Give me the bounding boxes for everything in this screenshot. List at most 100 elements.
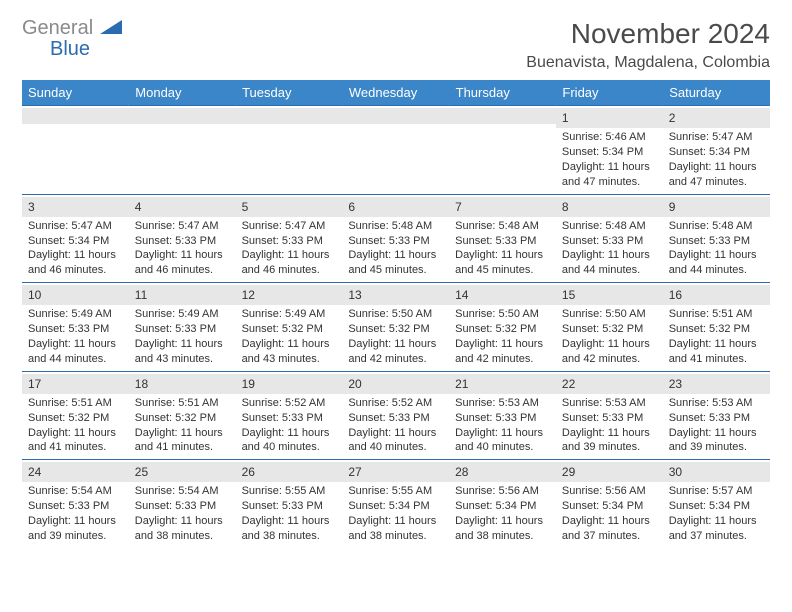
col-wednesday: Wednesday (342, 80, 449, 106)
daylight-text: Daylight: 11 hours and 46 minutes. (135, 248, 230, 278)
sunrise-text: Sunrise: 5:48 AM (455, 219, 550, 234)
sunrise-text: Sunrise: 5:54 AM (135, 484, 230, 499)
calendar-cell: 10Sunrise: 5:49 AMSunset: 5:33 PMDayligh… (22, 283, 129, 372)
col-thursday: Thursday (449, 80, 556, 106)
col-saturday: Saturday (663, 80, 770, 106)
sunrise-text: Sunrise: 5:48 AM (669, 219, 764, 234)
day-number: 5 (236, 197, 343, 217)
page-title: November 2024 (526, 18, 770, 50)
calendar-cell (129, 106, 236, 195)
col-monday: Monday (129, 80, 236, 106)
day-number: 18 (129, 374, 236, 394)
day-number: 25 (129, 462, 236, 482)
sunrise-text: Sunrise: 5:47 AM (135, 219, 230, 234)
day-number: 21 (449, 374, 556, 394)
daylight-text: Daylight: 11 hours and 37 minutes. (669, 514, 764, 544)
sunrise-text: Sunrise: 5:51 AM (28, 396, 123, 411)
sunrise-text: Sunrise: 5:48 AM (348, 219, 443, 234)
day-number: 23 (663, 374, 770, 394)
sunset-text: Sunset: 5:32 PM (455, 322, 550, 337)
daylight-text: Daylight: 11 hours and 38 minutes. (455, 514, 550, 544)
sunset-text: Sunset: 5:33 PM (28, 499, 123, 514)
sunrise-text: Sunrise: 5:49 AM (28, 307, 123, 322)
day-number: 14 (449, 285, 556, 305)
calendar-cell: 20Sunrise: 5:52 AMSunset: 5:33 PMDayligh… (342, 371, 449, 460)
header-row: Sunday Monday Tuesday Wednesday Thursday… (22, 80, 770, 106)
sunrise-text: Sunrise: 5:50 AM (348, 307, 443, 322)
day-number: 16 (663, 285, 770, 305)
sunset-text: Sunset: 5:33 PM (135, 499, 230, 514)
daylight-text: Daylight: 11 hours and 38 minutes. (242, 514, 337, 544)
daylight-text: Daylight: 11 hours and 40 minutes. (242, 426, 337, 456)
day-number: 4 (129, 197, 236, 217)
daylight-text: Daylight: 11 hours and 41 minutes. (669, 337, 764, 367)
day-number (22, 108, 129, 124)
day-number: 1 (556, 108, 663, 128)
daylight-text: Daylight: 11 hours and 44 minutes. (562, 248, 657, 278)
calendar-cell: 7Sunrise: 5:48 AMSunset: 5:33 PMDaylight… (449, 194, 556, 283)
calendar-cell: 30Sunrise: 5:57 AMSunset: 5:34 PMDayligh… (663, 460, 770, 548)
calendar-cell: 9Sunrise: 5:48 AMSunset: 5:33 PMDaylight… (663, 194, 770, 283)
calendar-cell (449, 106, 556, 195)
sunset-text: Sunset: 5:32 PM (28, 411, 123, 426)
calendar-cell: 12Sunrise: 5:49 AMSunset: 5:32 PMDayligh… (236, 283, 343, 372)
sunset-text: Sunset: 5:33 PM (135, 322, 230, 337)
calendar-cell (22, 106, 129, 195)
daylight-text: Daylight: 11 hours and 41 minutes. (28, 426, 123, 456)
sunset-text: Sunset: 5:33 PM (242, 499, 337, 514)
daylight-text: Daylight: 11 hours and 43 minutes. (242, 337, 337, 367)
daylight-text: Daylight: 11 hours and 40 minutes. (348, 426, 443, 456)
sunrise-text: Sunrise: 5:55 AM (242, 484, 337, 499)
day-number: 28 (449, 462, 556, 482)
day-number: 7 (449, 197, 556, 217)
sunrise-text: Sunrise: 5:52 AM (348, 396, 443, 411)
sunset-text: Sunset: 5:33 PM (455, 411, 550, 426)
logo-text-gray: General (22, 17, 93, 39)
sunset-text: Sunset: 5:32 PM (562, 322, 657, 337)
sunrise-text: Sunrise: 5:46 AM (562, 130, 657, 145)
daylight-text: Daylight: 11 hours and 39 minutes. (562, 426, 657, 456)
sunset-text: Sunset: 5:32 PM (135, 411, 230, 426)
logo: General Blue (22, 18, 122, 60)
day-number: 15 (556, 285, 663, 305)
daylight-text: Daylight: 11 hours and 45 minutes. (455, 248, 550, 278)
day-number: 26 (236, 462, 343, 482)
day-number: 10 (22, 285, 129, 305)
daylight-text: Daylight: 11 hours and 47 minutes. (562, 160, 657, 190)
calendar-cell: 29Sunrise: 5:56 AMSunset: 5:34 PMDayligh… (556, 460, 663, 548)
sunset-text: Sunset: 5:34 PM (348, 499, 443, 514)
sunset-text: Sunset: 5:33 PM (669, 411, 764, 426)
day-number (342, 108, 449, 124)
calendar-cell: 19Sunrise: 5:52 AMSunset: 5:33 PMDayligh… (236, 371, 343, 460)
sunset-text: Sunset: 5:33 PM (348, 234, 443, 249)
sunset-text: Sunset: 5:33 PM (562, 411, 657, 426)
day-number: 20 (342, 374, 449, 394)
title-block: November 2024 Buenavista, Magdalena, Col… (526, 18, 770, 72)
sunset-text: Sunset: 5:32 PM (348, 322, 443, 337)
calendar-cell: 16Sunrise: 5:51 AMSunset: 5:32 PMDayligh… (663, 283, 770, 372)
sunrise-text: Sunrise: 5:49 AM (135, 307, 230, 322)
calendar-cell: 4Sunrise: 5:47 AMSunset: 5:33 PMDaylight… (129, 194, 236, 283)
day-number: 11 (129, 285, 236, 305)
day-number: 3 (22, 197, 129, 217)
day-number: 30 (663, 462, 770, 482)
daylight-text: Daylight: 11 hours and 40 minutes. (455, 426, 550, 456)
daylight-text: Daylight: 11 hours and 42 minutes. (455, 337, 550, 367)
calendar-cell: 5Sunrise: 5:47 AMSunset: 5:33 PMDaylight… (236, 194, 343, 283)
sunrise-text: Sunrise: 5:47 AM (669, 130, 764, 145)
location-subtitle: Buenavista, Magdalena, Colombia (526, 54, 770, 72)
sunrise-text: Sunrise: 5:57 AM (669, 484, 764, 499)
sunrise-text: Sunrise: 5:53 AM (669, 396, 764, 411)
day-number: 9 (663, 197, 770, 217)
calendar-cell: 15Sunrise: 5:50 AMSunset: 5:32 PMDayligh… (556, 283, 663, 372)
daylight-text: Daylight: 11 hours and 46 minutes. (28, 248, 123, 278)
calendar-cell: 3Sunrise: 5:47 AMSunset: 5:34 PMDaylight… (22, 194, 129, 283)
sunrise-text: Sunrise: 5:53 AM (455, 396, 550, 411)
calendar-cell: 27Sunrise: 5:55 AMSunset: 5:34 PMDayligh… (342, 460, 449, 548)
calendar-cell: 25Sunrise: 5:54 AMSunset: 5:33 PMDayligh… (129, 460, 236, 548)
calendar-cell: 26 Sunrise: 5:55 AMSunset: 5:33 PMDayligh… (236, 460, 343, 548)
calendar-cell: 11Sunrise: 5:49 AMSunset: 5:33 PMDayligh… (129, 283, 236, 372)
calendar-cell: 8Sunrise: 5:48 AMSunset: 5:33 PMDaylight… (556, 194, 663, 283)
day-number: 2 (663, 108, 770, 128)
day-number: 17 (22, 374, 129, 394)
